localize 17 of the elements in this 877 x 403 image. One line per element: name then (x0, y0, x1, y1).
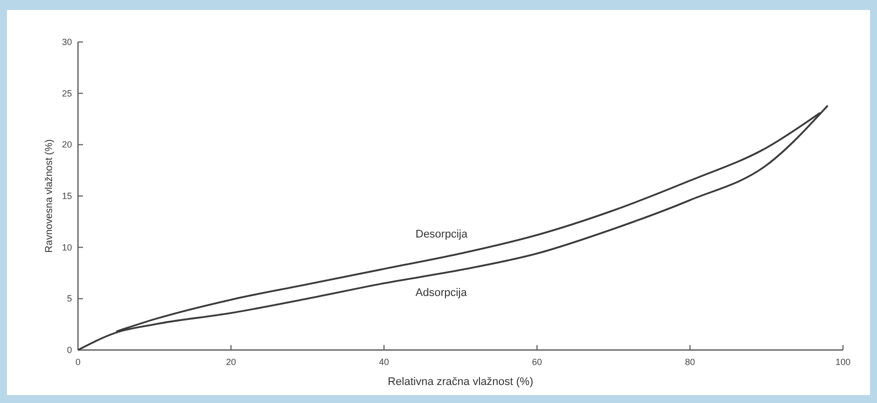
series-label: Desorpcija (416, 228, 468, 240)
x-tick-label: 40 (378, 357, 390, 367)
y-tick-label: 20 (62, 140, 72, 150)
y-tick-label: 0 (66, 345, 72, 355)
y-tick-label: 25 (62, 88, 72, 98)
x-axis-title: Relativna zračna vlažnost (%) (388, 376, 534, 388)
x-tick-label: 60 (532, 357, 542, 367)
y-tick-label: 5 (66, 294, 72, 304)
x-tick-label: 100 (835, 357, 851, 367)
y-tick-label: 30 (62, 37, 72, 47)
y-tick-label: 15 (62, 191, 72, 201)
series-label: Adsorpcija (416, 286, 468, 299)
x-tick-label: 20 (226, 357, 236, 367)
y-axis-title: Ravnovesna vlažnost (%) (44, 139, 55, 253)
y-tick-label: 10 (62, 242, 72, 252)
x-tick-label: 80 (684, 357, 696, 367)
x-tick-label: 0 (75, 357, 81, 367)
